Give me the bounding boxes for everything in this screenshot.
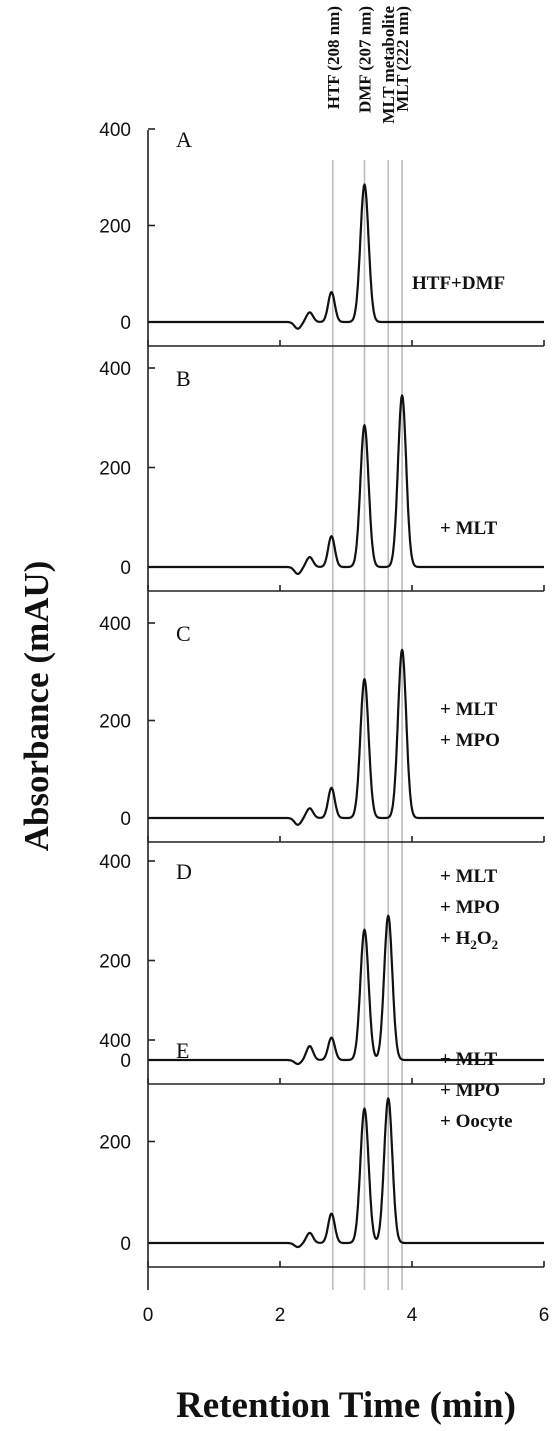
panel-e: 0 200 400 E + MLT + MPO + Oocyte xyxy=(99,1031,545,1268)
y-tick-label: 0 xyxy=(120,313,131,334)
chromatogram-trace xyxy=(147,1097,545,1249)
reference-line-label: MLT (222 nm) xyxy=(393,6,412,112)
y-tick-label: 0 xyxy=(120,1234,131,1255)
y-tick-label: 400 xyxy=(99,852,131,873)
condition-label: + Oocyte xyxy=(440,1111,513,1132)
panel-letter: B xyxy=(176,366,191,391)
y-axis-title: Absorbance (mAU) xyxy=(17,561,56,852)
panel-a: 0 200 400 A HTF+DMF xyxy=(99,120,545,347)
panel-c: 0 200 400 C + MLT + MPO xyxy=(99,614,545,843)
panel-b: 0 200 400 B + MLT xyxy=(99,359,545,592)
chromatogram-trace xyxy=(147,914,545,1066)
condition-label: + MLT xyxy=(440,518,497,539)
y-tick-label: 400 xyxy=(99,614,131,635)
panel-letter: E xyxy=(176,1038,189,1063)
y-tick-label: 200 xyxy=(99,1133,131,1154)
y-tick-label: 200 xyxy=(99,217,131,238)
condition-label: + MLT xyxy=(440,866,497,887)
panel-d: 0 200 400 D + MLT + MPO + H2O2 xyxy=(99,852,545,1085)
y-tick-label: 0 xyxy=(120,558,131,579)
y-tick-label: 0 xyxy=(120,809,131,830)
panel-letter: A xyxy=(176,127,192,152)
condition-label: + MLT xyxy=(440,1049,497,1070)
condition-label: + MPO xyxy=(440,1080,500,1101)
y-tick-label: 0 xyxy=(120,1051,131,1072)
x-axis-title: Retention Time (min) xyxy=(176,1385,516,1426)
panel-letter: D xyxy=(176,859,192,884)
reference-line-label: MLT metabolite xyxy=(379,6,398,124)
chromatogram-panels: 0 200 400 A HTF+DMF 0 200 400 B + MLT 0 200 400 C + ML… xyxy=(99,120,545,1268)
condition-label: + MLT xyxy=(440,699,497,720)
y-tick-label: 200 xyxy=(99,459,131,480)
condition-label: + MPO xyxy=(440,730,500,751)
y-tick-label: 400 xyxy=(99,1031,131,1052)
chromatogram-trace xyxy=(147,183,545,330)
reference-lines: HTF (208 nm) DMF (207 nm) MLT metaboliteML… xyxy=(324,6,412,1290)
y-tick-label: 400 xyxy=(99,359,131,380)
chromatogram-trace xyxy=(147,648,545,826)
x-tick-label: 2 xyxy=(275,1305,286,1326)
condition-label: + MPO xyxy=(440,897,500,918)
y-tick-label: 200 xyxy=(99,952,131,973)
reference-line-label: DMF (207 nm) xyxy=(355,6,374,113)
y-tick-label: 400 xyxy=(99,120,131,141)
x-axis: 0 2 4 6 xyxy=(143,130,550,1326)
condition-label: HTF+DMF xyxy=(412,273,505,294)
chromatogram-trace xyxy=(147,394,545,575)
y-tick-label: 200 xyxy=(99,712,131,733)
panel-letter: C xyxy=(176,621,191,646)
condition-label: + H2O2 xyxy=(440,928,498,952)
reference-line-label: HTF (208 nm) xyxy=(324,6,343,109)
x-tick-label: 6 xyxy=(539,1305,550,1326)
x-tick-label: 4 xyxy=(407,1305,418,1326)
x-tick-label: 0 xyxy=(143,1305,154,1326)
